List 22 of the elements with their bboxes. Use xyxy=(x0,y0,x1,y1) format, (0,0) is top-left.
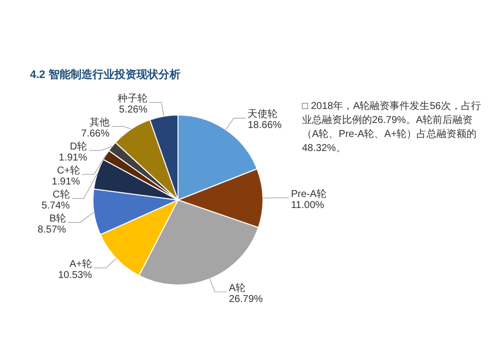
data-label: 10.53% xyxy=(58,270,92,281)
data-label: 5.26% xyxy=(119,104,148,116)
data-label: 26.79% xyxy=(228,294,263,305)
slice-label: A轮 xyxy=(228,282,246,294)
slice-label: B轮 xyxy=(49,212,66,224)
text: □ 2018年，A轮融资事件发生56次，占行业总融资比例的26.79%。A轮前后融资（A轮、Pre-A轮、A+轮）占总融资额的48.32%。 xyxy=(302,100,482,156)
data-label: 5.74% xyxy=(41,200,70,212)
data-label: 8.57% xyxy=(38,224,66,236)
data-label: 18.66% xyxy=(248,120,282,132)
slice-label: C+轮 xyxy=(57,164,80,176)
slice-label: Pre-A轮 xyxy=(290,188,327,200)
data-label: 7.66% xyxy=(81,128,110,140)
slice-label: 天使轮 xyxy=(248,108,278,120)
slice-label: D轮 xyxy=(70,140,88,152)
slice-label: C轮 xyxy=(52,188,70,200)
data-label: 1.91% xyxy=(52,176,80,188)
slice-label: 其他 xyxy=(90,116,110,128)
data-label: 1.91% xyxy=(58,152,88,164)
slice-label: A+轮 xyxy=(70,258,92,270)
chart-title: 4.2 智能制造行业投资现状分析 xyxy=(30,68,180,81)
slice-label: 种子轮 xyxy=(117,92,148,104)
data-label: 11.00% xyxy=(290,200,324,211)
